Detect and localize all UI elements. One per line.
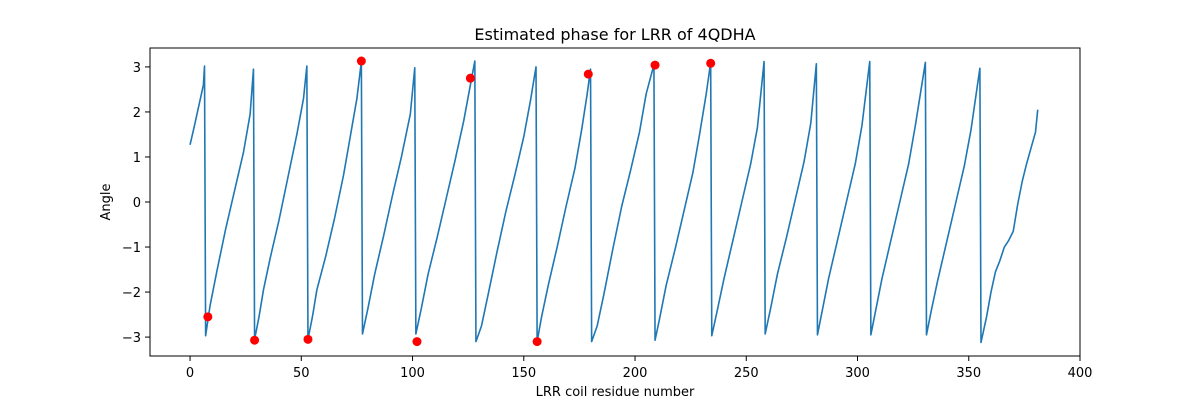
x-tick-label: 200: [623, 366, 648, 381]
x-tick-label: 400: [1068, 366, 1093, 381]
y-tick-label: 3: [133, 61, 141, 76]
y-tick-label: −1: [122, 241, 141, 256]
red-marker-5: [465, 73, 475, 83]
chart-title: Estimated phase for LRR of 4QDHA: [474, 25, 755, 44]
y-axis-label: Angle: [99, 184, 114, 221]
red-marker-7: [583, 69, 593, 79]
x-tick-label: 100: [400, 366, 425, 381]
red-marker-6: [532, 337, 542, 347]
red-marker-8: [650, 60, 660, 70]
red-marker-2: [303, 334, 313, 344]
x-tick-label: 50: [293, 366, 310, 381]
x-axis-ticks: 0 50 100 150 200 250 300 350 400: [186, 356, 1093, 381]
red-marker-9: [706, 58, 716, 68]
x-tick-label: 0: [186, 366, 194, 381]
axes-frame: [149, 47, 1081, 357]
phase-line-series-0: [189, 60, 1039, 344]
x-axis-label: LRR coil residue number: [536, 385, 695, 400]
y-tick-label: −2: [122, 286, 141, 301]
x-tick-label: 300: [845, 366, 870, 381]
x-tick-label: 150: [511, 366, 536, 381]
y-axis-ticks: −3 −2 −1 0 1 2 3: [122, 61, 150, 346]
y-tick-label: −3: [122, 331, 141, 346]
y-tick-label: 1: [133, 151, 141, 166]
red-marker-4: [412, 337, 422, 347]
red-marker-1: [250, 335, 260, 345]
red-marker-0: [203, 312, 213, 322]
y-tick-label: 2: [133, 106, 141, 121]
y-tick-label: 0: [133, 196, 141, 211]
red-marker-3: [356, 56, 366, 66]
x-tick-label: 350: [956, 366, 981, 381]
x-tick-label: 250: [734, 366, 759, 381]
plot-area: [189, 56, 1039, 347]
